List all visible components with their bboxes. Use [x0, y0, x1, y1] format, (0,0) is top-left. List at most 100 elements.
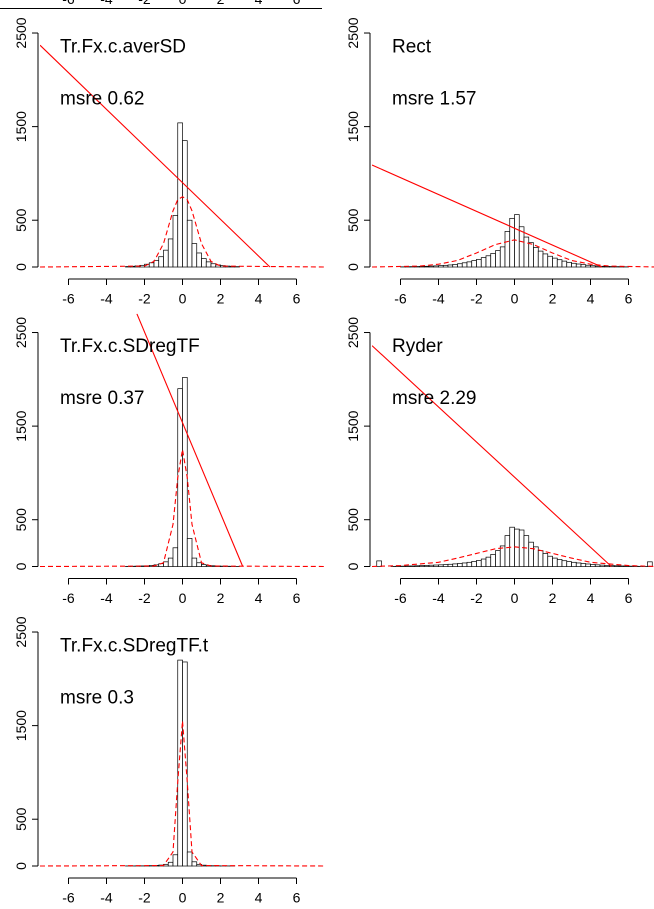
x-tick-label: 0 — [179, 890, 187, 906]
histogram-bar — [528, 242, 534, 268]
histogram-bar — [457, 563, 463, 567]
fit-line — [136, 313, 244, 567]
histogram-bar — [172, 854, 179, 867]
x-tick-label: 0 — [511, 291, 519, 307]
density-curve — [40, 449, 325, 568]
x-tick-label: 4 — [587, 590, 595, 606]
y-tick-label: 0 — [13, 862, 29, 870]
histogram-bar — [528, 541, 534, 567]
y-tick-label: 0 — [345, 562, 361, 570]
x-tick-label: -4 — [432, 291, 445, 307]
histogram-bar — [585, 563, 591, 567]
y-tick-label: 500 — [13, 508, 29, 532]
histogram-bar — [191, 557, 198, 567]
histogram-bar — [476, 560, 482, 567]
y-tick-label: 0 — [13, 263, 29, 271]
x-tick-label: -4 — [100, 291, 113, 307]
histogram-bar — [191, 243, 198, 268]
x-tick-label: 6 — [293, 0, 301, 7]
x-tick-label: -2 — [138, 590, 151, 606]
density-curve — [40, 196, 325, 268]
histogram-bar — [485, 556, 492, 567]
histogram-bar — [590, 564, 596, 567]
histogram-bar — [172, 547, 179, 567]
plot-area — [40, 659, 325, 867]
histogram-bar — [414, 565, 420, 567]
plot-area — [40, 44, 325, 268]
y-tick-label: 500 — [13, 807, 29, 831]
histogram-bar — [466, 561, 473, 567]
histogram-bar — [196, 252, 202, 268]
histogram-bar — [447, 563, 454, 567]
histogram-bar — [182, 377, 188, 567]
x-tick-label: 4 — [587, 291, 595, 307]
histogram-bar — [471, 561, 477, 567]
histogram-bar — [163, 249, 169, 268]
panel-title: Tr.Fx.c.averSD — [60, 37, 186, 58]
histogram-bar — [480, 558, 487, 567]
histogram-bar — [186, 851, 193, 867]
histogram-bar — [452, 563, 458, 567]
histogram-bar — [376, 560, 382, 567]
fit-line — [40, 44, 271, 268]
histogram-bar — [419, 565, 425, 567]
histogram-bar — [196, 562, 202, 567]
histogram-bar — [561, 560, 568, 567]
histogram-bar — [580, 563, 587, 567]
y-tick-label: 1500 — [345, 410, 361, 441]
plot-area — [40, 313, 325, 568]
histogram-bar — [504, 231, 511, 268]
histogram-bar — [490, 553, 496, 567]
x-tick-label: -2 — [470, 590, 483, 606]
x-tick-label: 4 — [255, 590, 263, 606]
histogram-bar — [533, 247, 539, 268]
histogram-bar — [433, 564, 439, 567]
x-tick-label: 2 — [549, 590, 557, 606]
histogram-bar — [471, 260, 477, 268]
histogram-bar — [599, 564, 606, 567]
x-tick-label: -2 — [138, 890, 151, 906]
y-tick-label: 500 — [13, 208, 29, 232]
panel-annotation: msre 0.62 — [60, 89, 144, 110]
histogram-bar — [428, 265, 435, 268]
x-tick-label: 6 — [625, 291, 633, 307]
histogram-bar — [566, 261, 572, 268]
x-tick-label: 0 — [179, 0, 187, 7]
density-curve — [372, 239, 654, 268]
histogram-bar — [167, 557, 174, 567]
histogram-bar — [172, 215, 179, 268]
histogram-bar — [158, 256, 164, 268]
x-tick-label: 2 — [217, 291, 225, 307]
x-tick-label: -6 — [62, 590, 75, 606]
x-tick-label: 6 — [293, 890, 301, 906]
histogram-bar — [523, 535, 530, 567]
x-tick-label: -6 — [62, 890, 75, 906]
fit-line — [372, 164, 603, 268]
histogram-bar — [442, 264, 449, 268]
x-tick-label: 0 — [179, 291, 187, 307]
histogram-bar — [552, 257, 558, 268]
y-tick-label: 0 — [345, 263, 361, 271]
y-tick-label: 1500 — [13, 111, 29, 142]
panel-annotation: msre 2.29 — [392, 388, 476, 409]
histogram-bar — [566, 561, 572, 567]
y-tick-label: 2500 — [13, 317, 29, 348]
histogram-bar — [452, 264, 458, 268]
x-tick-label: -4 — [100, 0, 113, 7]
x-tick-label: 4 — [255, 291, 263, 307]
x-tick-label: 4 — [255, 890, 263, 906]
x-tick-label: 6 — [625, 590, 633, 606]
histogram-bar — [480, 257, 487, 268]
y-tick-label: 1500 — [345, 111, 361, 142]
x-tick-label: 6 — [293, 291, 301, 307]
y-tick-label: 2500 — [345, 17, 361, 48]
x-tick-label: -4 — [432, 590, 445, 606]
histogram-bar — [186, 538, 193, 567]
histogram-bar — [571, 561, 577, 567]
histogram-bar — [547, 555, 553, 567]
histogram-bar — [571, 262, 577, 268]
histogram-bar — [438, 265, 444, 268]
histogram-bar — [537, 250, 544, 268]
x-tick-label: 0 — [179, 590, 187, 606]
